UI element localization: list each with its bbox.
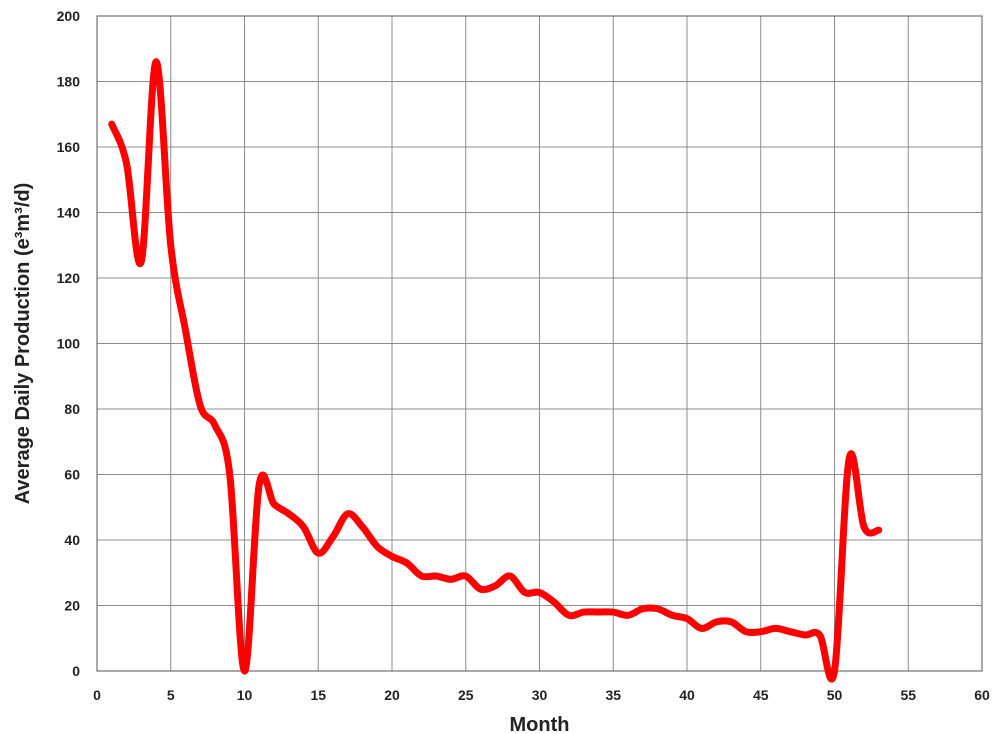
data-point [700, 627, 703, 630]
x-tick-label: 30 [532, 687, 548, 703]
data-point [848, 457, 851, 460]
data-point [568, 614, 571, 617]
data-point [155, 60, 158, 63]
data-point [302, 525, 305, 528]
y-tick-label: 120 [57, 270, 81, 286]
data-point [582, 611, 585, 614]
y-tick-label: 60 [64, 467, 80, 483]
data-point [877, 529, 880, 532]
data-point [317, 552, 320, 555]
data-point [184, 329, 187, 332]
data-point [464, 575, 467, 578]
y-tick-label: 140 [57, 205, 81, 221]
x-tick-label: 20 [384, 687, 400, 703]
data-point [538, 591, 541, 594]
y-tick-label: 0 [72, 663, 80, 679]
x-tick-label: 10 [237, 687, 253, 703]
data-point [774, 627, 777, 630]
y-tick-label: 200 [57, 8, 81, 24]
data-point [332, 535, 335, 538]
data-point [450, 578, 453, 581]
data-point [420, 575, 423, 578]
data-point [863, 525, 866, 528]
data-point [435, 575, 438, 578]
data-point [346, 512, 349, 515]
data-point [745, 630, 748, 633]
data-point [597, 611, 600, 614]
y-tick-label: 40 [64, 532, 80, 548]
data-point [612, 611, 615, 614]
data-point [686, 617, 689, 620]
data-point [361, 525, 364, 528]
x-axis-label: Month [510, 714, 570, 734]
data-point [730, 620, 733, 623]
data-point [833, 670, 836, 673]
y-axis-label: Average Daily Production (e³m³/d) [12, 183, 34, 505]
data-point [376, 545, 379, 548]
data-point [169, 244, 172, 247]
x-tick-label: 0 [93, 687, 101, 703]
x-tick-label: 55 [900, 687, 916, 703]
data-point [509, 575, 512, 578]
x-tick-label: 40 [679, 687, 695, 703]
data-point [553, 601, 556, 604]
x-tick-label: 25 [458, 687, 474, 703]
data-point [479, 588, 482, 591]
data-point [228, 473, 231, 476]
data-point [818, 633, 821, 636]
data-point [789, 630, 792, 633]
x-tick-label: 50 [827, 687, 843, 703]
y-tick-label: 160 [57, 139, 81, 155]
data-point [125, 162, 128, 165]
y-tick-label: 20 [64, 598, 80, 614]
data-point [671, 614, 674, 617]
data-point [627, 614, 630, 617]
x-tick-label: 15 [310, 687, 326, 703]
data-point [110, 123, 113, 126]
data-point [199, 404, 202, 407]
y-axis-ticks: 0 20 40 60 80 100 120 140 160 180 200 [57, 8, 81, 679]
data-point [523, 591, 526, 594]
x-tick-label: 45 [753, 687, 769, 703]
data-point [641, 607, 644, 610]
x-tick-label: 35 [605, 687, 621, 703]
y-tick-label: 180 [57, 74, 81, 90]
data-point [258, 483, 261, 486]
data-point [273, 502, 276, 505]
x-tick-label: 60 [974, 687, 990, 703]
data-point [214, 424, 217, 427]
data-point [140, 260, 143, 263]
x-axis-ticks: 0 5 10 15 20 25 30 35 40 45 50 55 60 [93, 687, 990, 703]
grid-lines [97, 16, 982, 671]
data-point [391, 555, 394, 558]
x-tick-label: 5 [167, 687, 175, 703]
data-point [804, 633, 807, 636]
series-layer [110, 60, 880, 679]
y-tick-label: 100 [57, 336, 81, 352]
data-point [715, 620, 718, 623]
data-point [405, 561, 408, 564]
data-point [287, 512, 290, 515]
data-point [759, 630, 762, 633]
data-point [656, 607, 659, 610]
data-point [243, 670, 246, 673]
y-tick-label: 80 [64, 401, 80, 417]
data-point [494, 584, 497, 587]
